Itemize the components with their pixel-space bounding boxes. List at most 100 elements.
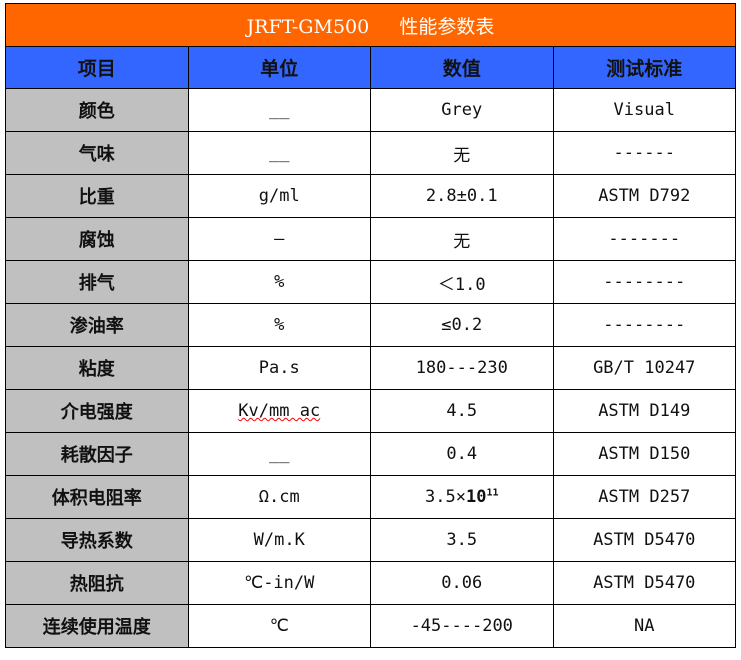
row-standard: ASTM D5470 (552, 518, 736, 562)
value-text: ≤0.2 (441, 315, 483, 335)
power-exponent: 11 (486, 487, 499, 499)
row-value: 无 (370, 217, 554, 261)
row-value: 180---230 (370, 346, 554, 390)
row-unit: ℃ (187, 604, 371, 648)
row-unit: Ω.cm (187, 475, 371, 519)
header-item: 项目 (5, 46, 189, 89)
value-text: 无 (453, 145, 471, 166)
row-value: ＜1.0 (370, 260, 554, 304)
table-row: 耗散因子 __ 0.4 ASTM D150 (5, 432, 736, 476)
value-text: 3.5× (425, 487, 466, 507)
row-value: 2.8±0.1 (370, 174, 554, 218)
row-unit: __ (187, 432, 371, 476)
row-item: 颜色 (5, 88, 189, 132)
value-power: 1011 (466, 487, 499, 507)
table-row: 连续使用温度 ℃ -45----200 NA (5, 604, 736, 648)
row-standard: ASTM D149 (552, 389, 736, 433)
row-value: 0.4 (370, 432, 554, 476)
unit-text: Kv/mm ac (238, 401, 321, 421)
unit-text: __ (269, 100, 290, 120)
row-value: Grey (370, 88, 554, 132)
header-row: 项目 单位 数值 测试标准 (5, 46, 736, 89)
row-item: 耗散因子 (5, 432, 189, 476)
table-row: 粘度 Pa.s 180---230 GB/T 10247 (5, 346, 736, 390)
row-value: 3.5×1011 (370, 475, 554, 519)
row-item: 连续使用温度 (5, 604, 189, 648)
row-item: 气味 (5, 131, 189, 175)
power-base: 10 (465, 487, 487, 507)
row-value: 4.5 (370, 389, 554, 433)
value-text: 180---230 (415, 358, 508, 378)
row-value: ≤0.2 (370, 303, 554, 347)
table-row: 导热系数 W/m.K 3.5 ASTM D5470 (5, 518, 736, 562)
row-item: 排气 (5, 260, 189, 304)
row-unit: % (187, 260, 371, 304)
row-standard: ------ (552, 131, 736, 175)
row-unit: g/ml (187, 174, 371, 218)
row-value: 3.5 (370, 518, 554, 562)
row-item: 粘度 (5, 346, 189, 390)
unit-text: __ (269, 444, 290, 464)
row-item: 腐蚀 (5, 217, 189, 261)
header-value: 数值 (370, 46, 554, 89)
unit-text: % (274, 272, 285, 292)
unit-text: Pa.s (258, 358, 300, 378)
row-unit: — (187, 217, 371, 261)
unit-text: __ (269, 143, 290, 163)
unit-text: ℃ (269, 616, 289, 636)
spec-table: JRFT-GM500 性能参数表 项目 单位 数值 测试标准 颜色 __ Grey V… (5, 3, 736, 648)
row-unit: ℃-in/W (187, 561, 371, 605)
value-text: ＜1.0 (437, 274, 486, 295)
table-row: 热阻抗 ℃-in/W 0.06 ASTM D5470 (5, 561, 736, 605)
row-item: 热阻抗 (5, 561, 189, 605)
unit-text: W/m.K (253, 530, 305, 550)
unit-text: g/ml (258, 186, 300, 206)
row-value: 0.06 (370, 561, 554, 605)
header-unit: 单位 (187, 46, 371, 89)
row-item: 体积电阻率 (5, 475, 189, 519)
unit-text: — (274, 229, 285, 249)
row-item: 渗油率 (5, 303, 189, 347)
row-standard: ASTM D792 (552, 174, 736, 218)
table-row: 排气% ＜1.0 -------- (5, 260, 736, 304)
unit-text: % (274, 315, 285, 335)
row-standard: -------- (552, 303, 736, 347)
row-standard: ASTM D257 (552, 475, 736, 519)
value-text: 4.5 (446, 401, 478, 421)
row-unit: Pa.s (187, 346, 371, 390)
table-title: JRFT-GM500 性能参数表 (5, 3, 736, 47)
row-standard: ASTM D5470 (552, 561, 736, 605)
value-text: 2.8±0.1 (425, 186, 498, 206)
value-text: Grey (441, 100, 483, 120)
row-unit: __ (187, 88, 371, 132)
row-item: 介电强度 (5, 389, 189, 433)
table-row: 介电强度 Kv/mm ac 4.5 ASTM D149 (5, 389, 736, 433)
header-standard: 测试标准 (552, 46, 736, 89)
title-row: JRFT-GM500 性能参数表 (5, 3, 736, 47)
value-text: 0.4 (446, 444, 478, 464)
row-standard: ------- (552, 217, 736, 261)
row-standard: -------- (552, 260, 736, 304)
row-item: 比重 (5, 174, 189, 218)
row-value: -45----200 (370, 604, 554, 648)
table-row: 渗油率% ≤0.2 -------- (5, 303, 736, 347)
row-standard: ASTM D150 (552, 432, 736, 476)
value-text: 3.5 (446, 530, 478, 550)
value-text: 无 (453, 231, 471, 252)
value-text: 0.06 (441, 573, 483, 593)
row-standard: Visual (552, 88, 736, 132)
row-standard: NA (552, 604, 736, 648)
table-row: 气味 __ 无 ------ (5, 131, 736, 175)
row-unit: Kv/mm ac (187, 389, 371, 433)
row-item: 导热系数 (5, 518, 189, 562)
row-value: 无 (370, 131, 554, 175)
row-unit: __ (187, 131, 371, 175)
unit-text: Ω.cm (258, 487, 300, 507)
table-row: 体积电阻率 Ω.cm 3.5×1011 ASTM D257 (5, 475, 736, 519)
row-standard: GB/T 10247 (552, 346, 736, 390)
table-row: 颜色 __ Grey Visual (5, 88, 736, 132)
table-row: 比重 g/ml 2.8±0.1 ASTM D792 (5, 174, 736, 218)
row-unit: W/m.K (187, 518, 371, 562)
table-row: 腐蚀 — 无 ------- (5, 217, 736, 261)
unit-text: ℃-in/W (244, 573, 315, 593)
